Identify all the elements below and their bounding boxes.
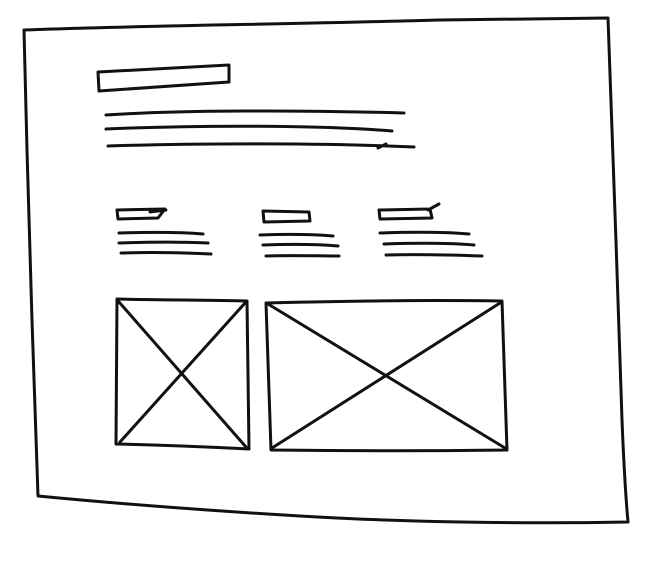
feature-text-line bbox=[382, 241, 476, 247]
hero-section bbox=[96, 63, 416, 150]
feature-text-line bbox=[384, 253, 484, 258]
feature-columns bbox=[115, 202, 484, 258]
feature-text-line bbox=[261, 242, 340, 248]
page-frame bbox=[22, 16, 630, 525]
feature-column bbox=[377, 202, 484, 258]
image-placeholders bbox=[114, 297, 509, 453]
hero-text-line bbox=[106, 142, 416, 150]
hero-title-placeholder bbox=[96, 63, 231, 93]
image-placeholder-frame bbox=[264, 299, 509, 453]
page-frame-outline bbox=[22, 16, 630, 525]
feature-text-line bbox=[119, 251, 213, 256]
feature-column bbox=[115, 207, 213, 256]
image-placeholder-cross bbox=[270, 301, 502, 450]
image-placeholder bbox=[264, 299, 509, 453]
feature-heading-placeholder bbox=[377, 202, 441, 221]
image-placeholder-cross bbox=[118, 301, 247, 444]
hero-text-line bbox=[104, 124, 394, 133]
feature-heading-placeholder bbox=[115, 207, 168, 221]
feature-column bbox=[258, 209, 341, 258]
feature-text-line bbox=[117, 240, 210, 245]
feature-text-line bbox=[258, 232, 335, 238]
image-placeholder-frame bbox=[114, 297, 251, 451]
feature-text-line bbox=[378, 230, 471, 236]
image-placeholder bbox=[114, 297, 251, 451]
feature-text-line bbox=[117, 230, 205, 236]
hero-text-line bbox=[104, 109, 406, 117]
feature-heading-placeholder bbox=[261, 209, 312, 224]
